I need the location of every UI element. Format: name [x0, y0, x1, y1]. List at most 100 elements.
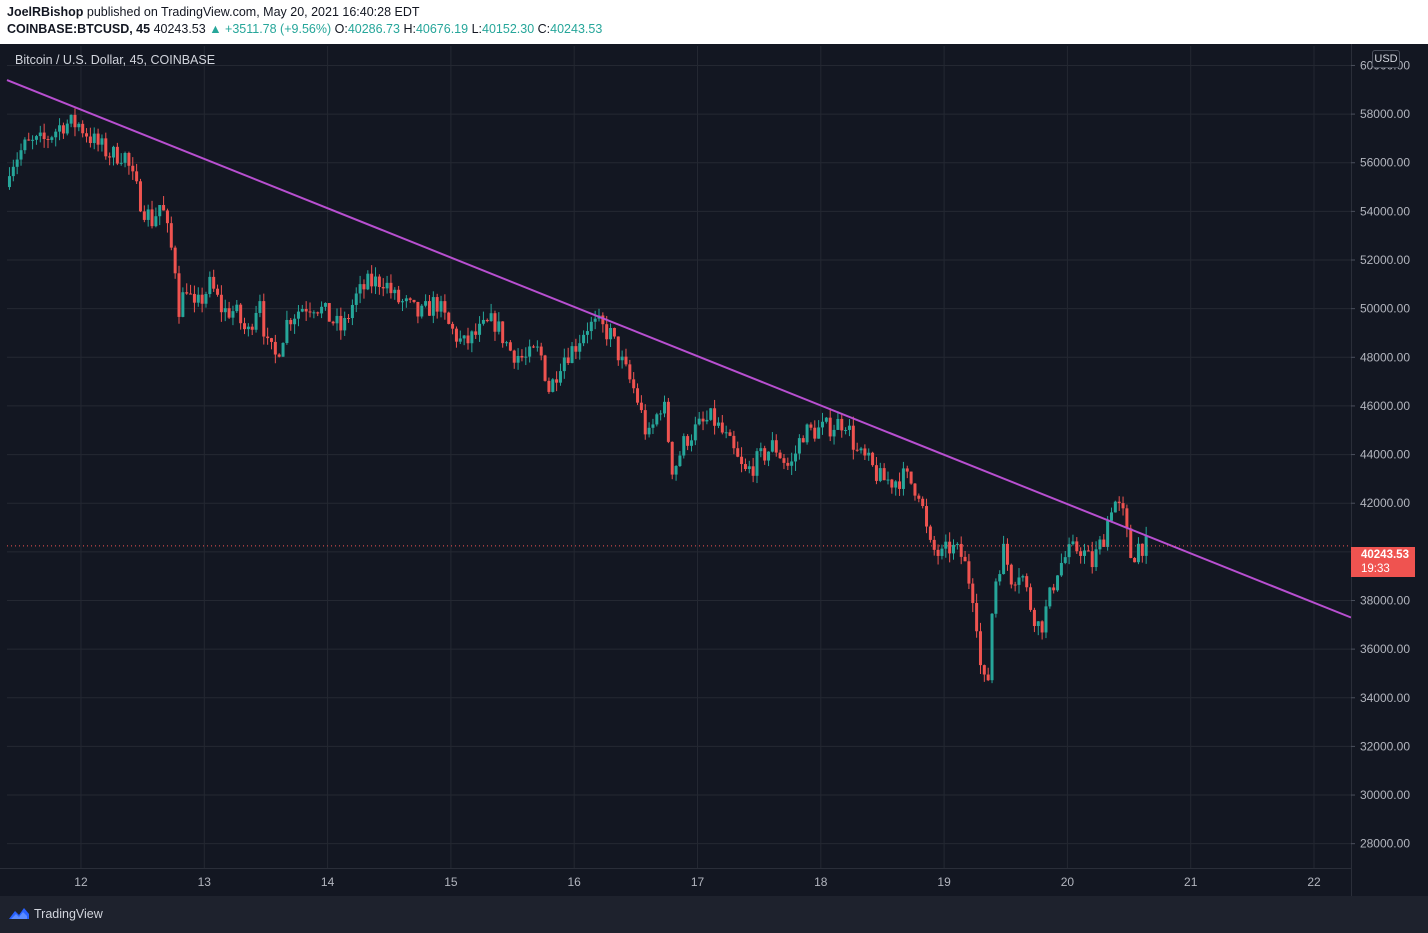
candle-down — [1013, 584, 1017, 586]
y-tick-label: 48000.00 — [1360, 350, 1410, 364]
candle-up — [343, 318, 347, 331]
last-price: 40243.53 — [153, 22, 206, 36]
candle-up — [424, 301, 428, 306]
candle-down — [890, 479, 894, 488]
candle-down — [543, 355, 547, 381]
candle-down — [874, 465, 878, 481]
candle-down — [971, 583, 975, 604]
open-label: O: — [334, 22, 348, 36]
candle-down — [88, 136, 92, 144]
candle-down — [73, 114, 77, 128]
publish-header: JoelRBishop published on TradingView.com… — [0, 0, 1428, 44]
candle-down — [782, 458, 786, 463]
candle-down — [1117, 501, 1121, 504]
footer: TradingView — [0, 896, 1428, 933]
candle-up — [562, 357, 566, 372]
candle-down — [115, 146, 119, 164]
candle-down — [975, 603, 979, 632]
close-value: 40243.53 — [550, 22, 603, 36]
candle-up — [1071, 541, 1075, 545]
candle-up — [990, 613, 994, 681]
candle-down — [736, 448, 740, 457]
currency-button[interactable]: USD — [1372, 50, 1400, 68]
candlestick-chart[interactable]: 28000.00 30000.00 32000.00 34000.00 36000.00… — [0, 44, 1428, 896]
candle-up — [23, 139, 27, 151]
candle-down — [863, 448, 867, 456]
candle-up — [767, 451, 771, 461]
candle-down — [882, 468, 886, 481]
candle-down — [1009, 564, 1013, 585]
candle-down — [1102, 539, 1106, 547]
candle-up — [524, 356, 528, 358]
candle-up — [285, 319, 289, 344]
candle-up — [296, 311, 300, 319]
overlays — [6, 79, 1352, 619]
candle-down — [801, 438, 805, 443]
candle-up — [478, 323, 482, 335]
candle-down — [454, 328, 458, 342]
candle-up — [516, 355, 520, 363]
candle-up — [92, 133, 96, 144]
candle-up — [146, 209, 150, 220]
candle-down — [192, 293, 196, 303]
candle-up — [54, 131, 58, 138]
high-label: H: — [403, 22, 416, 36]
candle-up — [181, 292, 185, 317]
brand-label[interactable]: TradingView — [34, 907, 103, 921]
candle-down — [185, 292, 189, 294]
candle-up — [1048, 587, 1052, 607]
candle-down — [85, 133, 89, 137]
candle-up — [1002, 543, 1006, 575]
candle-up — [470, 331, 474, 344]
candle-down — [1040, 621, 1044, 633]
y-tick-label: 58000.00 — [1360, 107, 1410, 121]
candle-down — [108, 156, 112, 158]
axes: 28000.00 30000.00 32000.00 34000.00 36000.00… — [0, 44, 1428, 896]
candle-up — [682, 436, 686, 456]
candle-down — [539, 346, 543, 356]
candle-down — [751, 466, 755, 476]
tradingview-cloud-icon[interactable] — [7, 905, 31, 926]
candle-down — [501, 321, 505, 344]
candle-down — [936, 549, 940, 556]
candle-down — [905, 468, 909, 472]
candle-up — [1144, 535, 1148, 556]
candle-up — [58, 125, 62, 132]
y-tick-label: 36000.00 — [1360, 642, 1410, 656]
candle-up — [697, 418, 701, 425]
candle-up — [1017, 577, 1021, 585]
candle-down — [435, 297, 439, 312]
candle-down — [763, 448, 767, 461]
candle-down — [416, 301, 420, 317]
candle-down — [447, 312, 451, 324]
y-tick-label: 50000.00 — [1360, 302, 1410, 316]
candle-down — [474, 331, 478, 335]
candle-up — [998, 574, 1002, 582]
candle-up — [994, 581, 998, 614]
candles — [7, 108, 1148, 684]
candle-up — [558, 371, 562, 383]
candle-up — [77, 123, 81, 128]
candle-down — [381, 287, 385, 289]
candle-down — [555, 379, 559, 383]
candle-up — [1109, 512, 1113, 521]
y-tick-label: 46000.00 — [1360, 399, 1410, 413]
candle-down — [520, 355, 524, 358]
candle-up — [709, 408, 713, 420]
candle-down — [1032, 609, 1036, 627]
candle-down — [1079, 551, 1083, 556]
candle-up — [385, 282, 389, 289]
candle-up — [1021, 576, 1025, 578]
candle-up — [1036, 621, 1040, 627]
chart-area[interactable] — [0, 44, 1428, 896]
author-name[interactable]: JoelRBishop — [7, 5, 84, 19]
candle-up — [312, 312, 316, 314]
candle-up — [293, 318, 297, 325]
candle-down — [1086, 550, 1090, 552]
candle-up — [350, 304, 354, 319]
candle-up — [689, 440, 693, 446]
candle-up — [859, 448, 863, 451]
candle-down — [566, 357, 570, 363]
candle-down — [200, 294, 204, 304]
x-tick-label: 16 — [568, 875, 582, 889]
